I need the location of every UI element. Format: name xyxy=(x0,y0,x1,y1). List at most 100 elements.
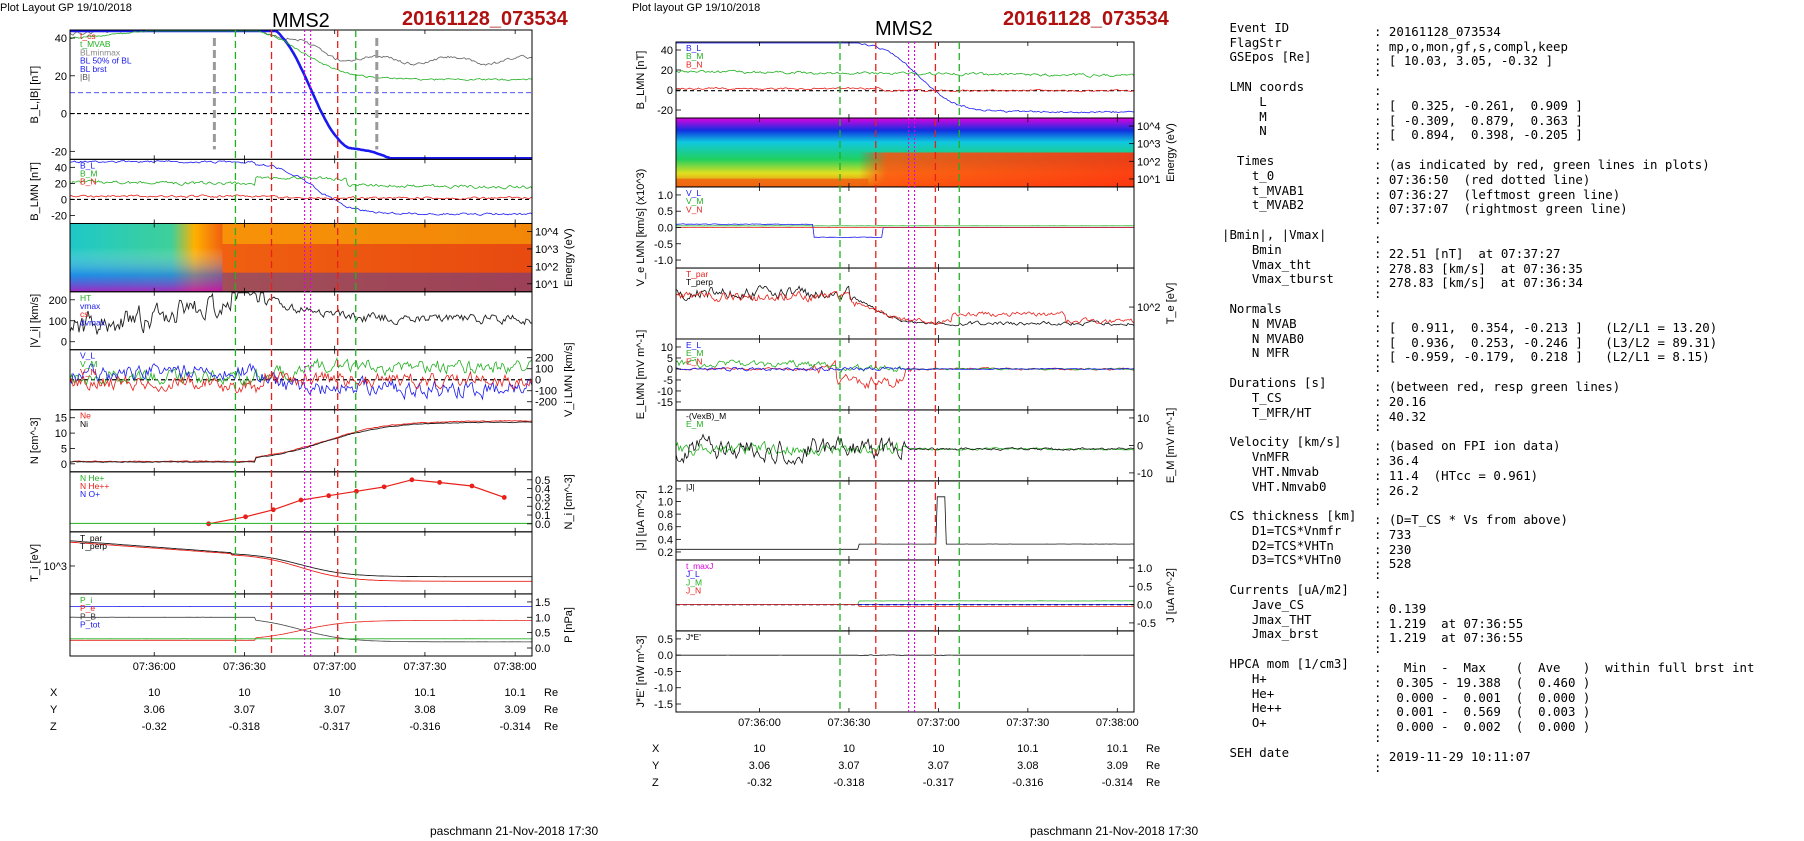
info-value: : xyxy=(1374,138,1382,154)
y-tick-label: -20 xyxy=(51,210,67,222)
legend-entry: E_L xyxy=(686,340,701,350)
info-label: Normals xyxy=(1222,301,1282,316)
ephemeris-unit: Re xyxy=(544,721,558,733)
ephemeris-name: X xyxy=(50,687,58,699)
info-label: N xyxy=(1222,124,1267,139)
bm-line xyxy=(69,176,533,190)
info-label: N MVAB xyxy=(1222,316,1297,331)
y-tick-label: 10 xyxy=(1137,413,1149,425)
info-row: : xyxy=(1222,212,1800,228)
info-value: : 528 xyxy=(1374,556,1412,572)
info-row: O+: 0.000 - 0.002 ( 0.000 ) xyxy=(1222,716,1800,734)
info-label: D3=TCS*VHTn0 xyxy=(1222,553,1342,568)
x-tick-label: 07:36:00 xyxy=(738,717,781,729)
panel-right-stack-6: 1.21.00.80.60.40.2 |J| [uA m^-2] |J| xyxy=(635,480,1135,561)
info-label: D1=TCS*Vnmfr xyxy=(1222,523,1342,538)
legend-entry: P_B xyxy=(80,611,96,621)
y-tick-label: 100 xyxy=(49,316,67,328)
info-row: HPCA mom [1/cm3]: Min - Max ( Ave ) with… xyxy=(1222,657,1800,675)
pb-line xyxy=(69,616,532,643)
legend-entry: |B| xyxy=(80,72,90,82)
bl-minmax-line xyxy=(69,30,532,82)
y-axis-label: B_LMN [nT] xyxy=(635,51,647,110)
x-tick-label: 07:36:30 xyxy=(223,661,266,673)
y-tick-label: 0.4 xyxy=(658,534,673,546)
info-row: T_MFR/HT: 40.32 xyxy=(1222,406,1800,424)
y-tick-label: 10^2 xyxy=(1137,156,1161,168)
he-pp-point xyxy=(298,497,304,503)
ephemeris-value: -0.318 xyxy=(833,777,864,789)
info-value: : (D=T_CS * Vs from above) xyxy=(1374,511,1568,527)
legend-entry: E_M xyxy=(686,419,703,429)
vi-mag-line xyxy=(69,292,532,335)
info-value: : 0.001 - 0.569 ( 0.003 ) xyxy=(1374,704,1591,720)
he-pp-point xyxy=(501,495,507,500)
y-tick-label: 0.0 xyxy=(658,650,673,662)
panel-frame xyxy=(69,531,533,595)
y-axis-label: T_i [eV] xyxy=(29,544,41,582)
bl-brst-line xyxy=(70,29,532,160)
info-label: Velocity [km/s] xyxy=(1222,435,1342,450)
y-axis-label: |J| [uA m^-2] xyxy=(635,490,647,550)
ephemeris-name: Y xyxy=(50,704,58,716)
info-value: : [ 10.03, 3.05, -0.32 ] xyxy=(1374,53,1554,69)
y-tick-label: 0 xyxy=(61,109,67,121)
info-label: H+ xyxy=(1222,671,1267,686)
x-tick-label: 07:38:00 xyxy=(494,661,537,673)
y-tick-label: 0 xyxy=(61,459,67,471)
info-row: D1=TCS*Vnmfr: 733 xyxy=(1222,523,1800,542)
legend-entry: HT xyxy=(80,293,91,303)
event-markers xyxy=(839,42,960,712)
y-tick-label: 10^3 xyxy=(1137,139,1161,151)
y-tick-label: -0.5 xyxy=(654,666,673,678)
y-tick-label: 0.5 xyxy=(535,628,550,640)
y-tick-label: -15 xyxy=(657,397,673,409)
info-row: : xyxy=(1222,138,1800,154)
bn-line xyxy=(69,194,533,200)
info-value: : [ 0.894, 0.398, -0.205 ] xyxy=(1374,127,1583,143)
info-row: He+: 0.000 - 0.001 ( 0.000 ) xyxy=(1222,687,1800,705)
panel-left-stack-8: 1.5 1.0 0.5 0.0 P [nPa] P_iP_eP_BP_tot xyxy=(69,593,575,657)
info-label: VHT.Nmvab0 xyxy=(1222,479,1327,494)
panel-frame xyxy=(675,267,1135,340)
y-axis-label: E_LMN [mV m^-1] xyxy=(635,330,647,420)
vexb-line xyxy=(675,433,1135,466)
x-tick-label: 07:36:30 xyxy=(828,717,871,729)
jn-line xyxy=(676,604,1135,607)
panel-frame xyxy=(675,480,1135,561)
y-tick-label: 10^1 xyxy=(535,279,559,291)
panel-right-stack-5: 10 0 -10 E_M [mV m^-1] -(VexB)_ME_M xyxy=(675,408,1177,483)
y-tick-label: 100 xyxy=(535,364,553,376)
panel-frame xyxy=(675,41,1135,119)
right-spacecraft-title: MMS2 xyxy=(875,18,933,40)
he-pp-point xyxy=(381,484,387,490)
he-pp-point xyxy=(437,480,442,485)
ion-spectrogram-low xyxy=(70,223,223,292)
y-axis-label: T_e [eV] xyxy=(1165,283,1177,325)
y-tick-label: -200 xyxy=(535,397,557,409)
legend-entry: B_N xyxy=(686,59,703,69)
y-tick-label: -1.0 xyxy=(654,683,673,695)
y-tick-label: 0 xyxy=(667,364,673,376)
ephemeris-value: 10.1 xyxy=(414,687,435,699)
y-tick-label: 0.4 xyxy=(535,484,550,496)
ephemeris-value: -0.317 xyxy=(319,721,350,733)
ephemeris-value: 10.1 xyxy=(1107,743,1128,755)
info-row: Vmax_tburst: 278.83 [km/s] at 07:36:34 xyxy=(1222,272,1800,290)
y-tick-label: 40 xyxy=(55,162,67,174)
legend-entry: P_e xyxy=(80,603,95,613)
y-tick-label: -5 xyxy=(663,375,673,387)
en-line xyxy=(675,366,1135,372)
y-axis-label: V_e LMN [km/s] (x10^3) xyxy=(635,169,647,287)
legend-entry: -(VexB)_M xyxy=(686,411,726,421)
legend-entry: Ni xyxy=(80,419,88,429)
ephemeris-value: 10.1 xyxy=(504,687,525,699)
ephemeris-value: 10.1 xyxy=(1017,743,1038,755)
info-value: : xyxy=(1374,304,1382,320)
he-pp-point xyxy=(469,483,475,489)
ephemeris-value: 10 xyxy=(932,743,944,755)
